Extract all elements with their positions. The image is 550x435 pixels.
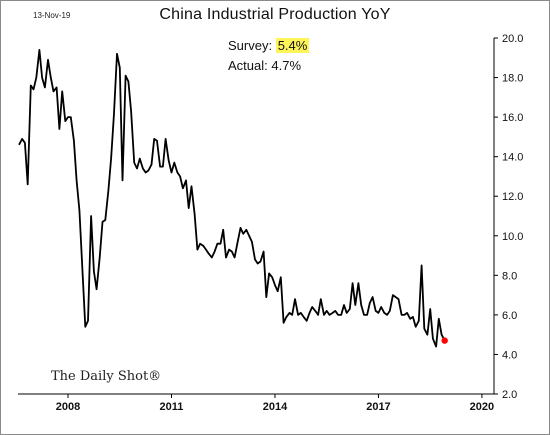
x-tick-label: 2020: [470, 401, 494, 413]
survey-annotation: Survey: 5.4%: [228, 38, 310, 53]
y-tick-label: 8.0: [502, 270, 517, 282]
x-tick-label: 2017: [366, 401, 390, 413]
y-tick-label: 2.0: [502, 389, 517, 401]
date-stamp: 13-Nov-19: [33, 11, 71, 20]
y-tick-label: 4.0: [502, 349, 517, 361]
y-tick-label: 16.0: [502, 112, 523, 124]
actual-label: Actual:: [228, 58, 268, 73]
x-tick-label: 2014: [263, 401, 288, 413]
y-tick-label: 12.0: [502, 191, 523, 203]
survey-value: 5.4%: [275, 38, 310, 53]
actual-value: 4.7%: [271, 58, 302, 73]
actual-annotation: Actual: 4.7%: [228, 58, 301, 73]
series-line: [18, 49, 446, 348]
chart-title: China Industrial Production YoY: [159, 6, 391, 23]
y-tick-label: 6.0: [502, 310, 517, 322]
brand-logo: The Daily Shot®: [51, 369, 162, 384]
y-tick-label: 20.0: [502, 33, 523, 45]
latest-point-marker: [441, 337, 448, 344]
x-tick-label: 2008: [56, 401, 80, 413]
survey-label: Survey:: [228, 38, 273, 53]
y-tick-label: 18.0: [502, 73, 523, 85]
y-tick-label: 10.0: [502, 231, 523, 243]
x-tick-label: 2011: [160, 401, 184, 413]
y-tick-label: 14.0: [502, 152, 523, 164]
